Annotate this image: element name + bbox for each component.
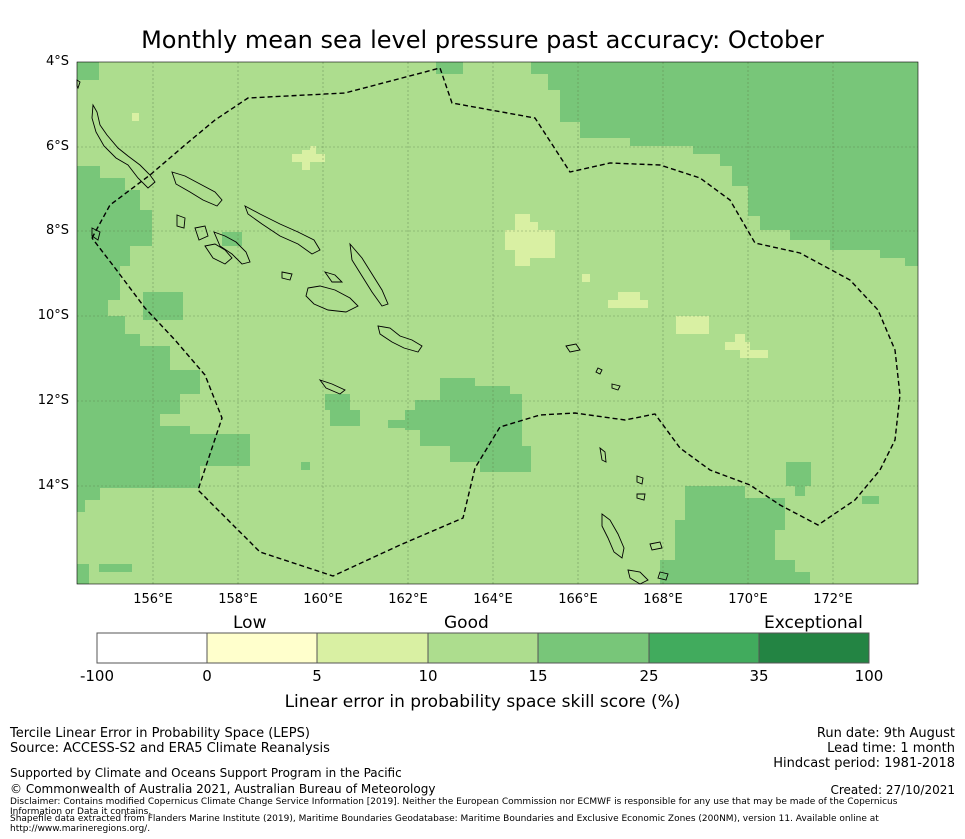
footer-copyright: © Commonwealth of Australia 2021, Austra… bbox=[10, 782, 436, 796]
lon-label: 172°E bbox=[813, 592, 853, 607]
graticule bbox=[77, 62, 918, 584]
lat-label: 4°S bbox=[45, 54, 69, 69]
footer-support: Supported by Climate and Oceans Support … bbox=[10, 766, 402, 780]
skill-regions-10 bbox=[132, 113, 768, 358]
footer-shapefile: Shapefile data extracted from Flanders M… bbox=[10, 814, 879, 834]
colorbar-tick: 0 bbox=[202, 667, 212, 685]
lat-label: 10°S bbox=[37, 308, 69, 323]
colorbar-tick: 10 bbox=[418, 667, 438, 685]
footer-hindcast: Hindcast period: 1981-2018 bbox=[773, 756, 955, 771]
footer-disclaimer: Disclaimer: Contains modified Copernicus… bbox=[10, 797, 898, 817]
colorbar-segment-5-10 bbox=[316, 632, 429, 664]
map-frame bbox=[76, 61, 919, 585]
colorbar-segment-35-100 bbox=[758, 632, 870, 664]
map-title: Monthly mean sea level pressure past acc… bbox=[141, 26, 824, 54]
skill-regions-25 bbox=[77, 62, 918, 584]
lat-label: 12°S bbox=[37, 393, 69, 408]
colorbar bbox=[96, 632, 870, 664]
colorbar-tick: 35 bbox=[749, 667, 769, 685]
colorbar-category-good: Good bbox=[444, 613, 489, 633]
colorbar-tick: 15 bbox=[528, 667, 548, 685]
lon-label: 168°E bbox=[643, 592, 683, 607]
colorbar-segment-15-25 bbox=[537, 632, 650, 664]
footer-method: Tercile Linear Error in Probability Spac… bbox=[10, 726, 310, 741]
colorbar-label: Linear error in probability space skill … bbox=[284, 692, 681, 712]
lat-label: 8°S bbox=[45, 223, 69, 238]
colorbar-tick: -100 bbox=[79, 667, 115, 685]
eez-boundaries bbox=[91, 67, 901, 577]
lat-label: 6°S bbox=[45, 139, 69, 154]
footer-run-date: Run date: 9th August bbox=[816, 726, 955, 741]
lon-label: 164°E bbox=[473, 592, 513, 607]
lon-label: 166°E bbox=[558, 592, 598, 607]
colorbar-tick: 100 bbox=[854, 667, 884, 685]
colorbar-tick: 5 bbox=[312, 667, 322, 685]
lat-label: 14°S bbox=[37, 478, 69, 493]
lon-label: 158°E bbox=[218, 592, 258, 607]
lon-label: 162°E bbox=[388, 592, 428, 607]
colorbar-segment-10-15 bbox=[427, 632, 539, 664]
footer-created: Created: 27/10/2021 bbox=[830, 783, 955, 797]
coastlines bbox=[76, 79, 669, 585]
colorbar-segment-0-5 bbox=[206, 632, 318, 664]
lon-label: 170°E bbox=[728, 592, 768, 607]
colorbar-category-low: Low bbox=[233, 613, 267, 633]
footer-lead-time: Lead time: 1 month bbox=[827, 741, 955, 756]
footer-source: Source: ACCESS-S2 and ERA5 Climate Reana… bbox=[10, 741, 330, 756]
lon-label: 160°E bbox=[303, 592, 343, 607]
lon-label: 156°E bbox=[133, 592, 173, 607]
colorbar-segment-neg100-0 bbox=[96, 632, 208, 664]
colorbar-tick: 25 bbox=[639, 667, 659, 685]
colorbar-category-exceptional: Exceptional bbox=[764, 613, 863, 633]
colorbar-segment-25-35 bbox=[648, 632, 760, 664]
